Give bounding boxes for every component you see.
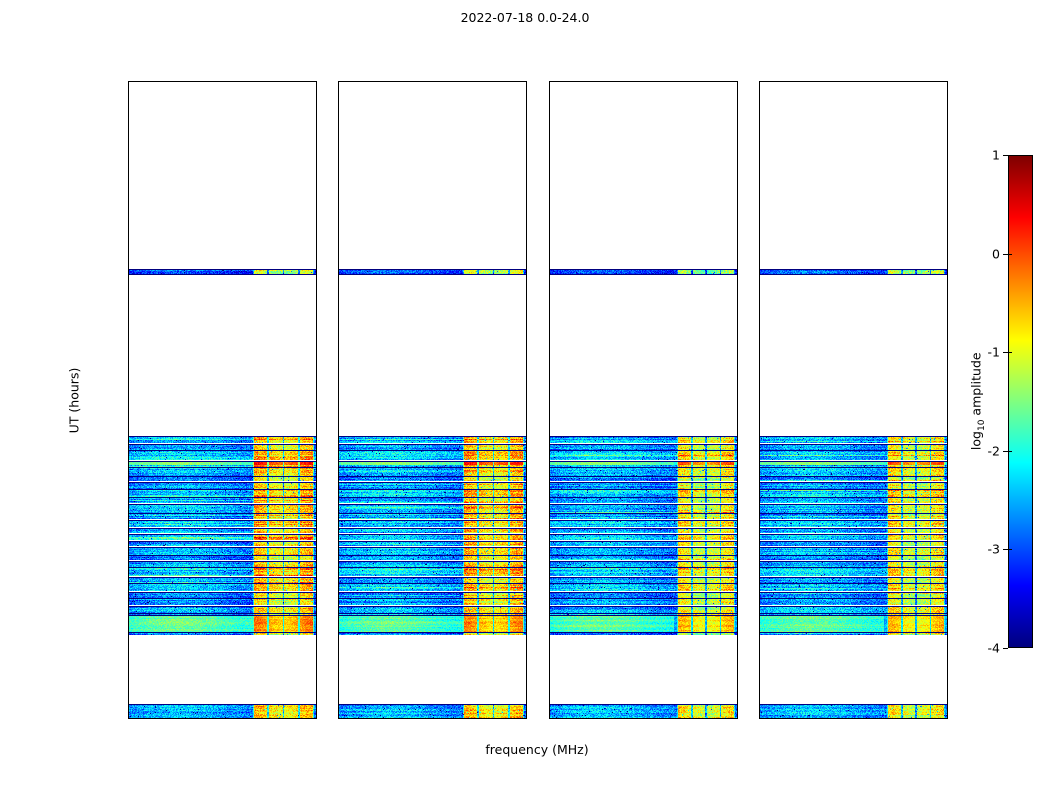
x-tick-mark-top (181, 81, 182, 82)
heatmap-yy (339, 82, 526, 718)
y-tick-mark-right (737, 188, 738, 189)
y-tick-mark (128, 321, 129, 322)
x-tick-mark (602, 718, 603, 719)
panel-yx[interactable]: YX, V4*V6=EA03*EA19 05101520320335350365… (759, 81, 948, 719)
figure-suptitle: 2022-07-18 0.0-24.0 (460, 10, 590, 25)
x-tick-mark (391, 718, 392, 719)
x-tick-mark-top (348, 81, 349, 82)
y-tick-mark (759, 321, 760, 322)
x-tick-mark (856, 718, 857, 719)
x-axis-label: frequency (MHz) (485, 742, 589, 757)
panel-xx[interactable]: XX, V4*V6=EA03*EA19 05101520320335350365… (128, 81, 317, 719)
y-tick-mark-right (526, 188, 527, 189)
y-tick-mark-right (737, 321, 738, 322)
x-tick-mark (646, 718, 647, 719)
y-tick-mark (759, 587, 760, 588)
x-tick-mark-top (391, 81, 392, 82)
panel-xy[interactable]: XY, V4*V6=EA03*EA19 05101520320335350365… (549, 81, 738, 719)
x-tick-mark (943, 718, 944, 719)
x-tick-mark-top (690, 81, 691, 82)
x-tick-mark (138, 718, 139, 719)
colorbar-tick-mark (1003, 648, 1008, 649)
x-tick-mark-top (856, 81, 857, 82)
y-tick-mark-right (526, 587, 527, 588)
colorbar-tick-mark (1003, 450, 1008, 452)
y-tick-mark (128, 587, 129, 588)
x-tick-mark-top (138, 81, 139, 82)
colorbar-tick-mark (1003, 352, 1008, 354)
x-tick-mark-top (733, 81, 734, 82)
x-tick-mark (769, 718, 770, 719)
x-tick-mark-top (479, 81, 480, 82)
x-tick-mark-top (225, 81, 226, 82)
colorbar-tick-label: 1 (992, 147, 1000, 163)
x-tick-mark (522, 718, 523, 719)
y-tick-mark-right (947, 587, 948, 588)
y-tick-mark-right (947, 188, 948, 189)
x-tick-mark-top (646, 81, 647, 82)
x-tick-mark (690, 718, 691, 719)
colorbar-tick-label: -4 (987, 640, 1000, 656)
y-tick-mark-right (737, 587, 738, 588)
x-tick-mark-top (812, 81, 813, 82)
colorbar-tick-mark (1003, 253, 1008, 255)
x-tick-mark (348, 718, 349, 719)
y-tick-mark (549, 587, 550, 588)
heatmap-yx (760, 82, 947, 718)
colorbar-tick-label: -2 (987, 443, 1000, 459)
y-tick-mark-right (316, 321, 317, 322)
x-tick-mark-top (559, 81, 560, 82)
y-tick-mark (549, 321, 550, 322)
x-tick-mark-top (602, 81, 603, 82)
x-tick-mark (479, 718, 480, 719)
colorbar-tick-label: -3 (987, 541, 1000, 557)
heatmap-xy (550, 82, 737, 718)
colorbar-title: log10 amplitude (968, 155, 988, 648)
colorbar[interactable] (1008, 155, 1033, 648)
x-tick-mark (900, 718, 901, 719)
x-tick-mark-top (312, 81, 313, 82)
y-tick-mark (338, 188, 339, 189)
x-tick-mark (733, 718, 734, 719)
x-tick-mark-top (769, 81, 770, 82)
colorbar-tick-label: -1 (987, 344, 1000, 360)
x-tick-mark (269, 718, 270, 719)
x-tick-mark (181, 718, 182, 719)
y-tick-mark-right (526, 321, 527, 322)
colorbar-tick-label: 0 (992, 246, 1000, 262)
colorbar-tick-mark (1003, 549, 1008, 551)
x-tick-mark (225, 718, 226, 719)
panel-yy[interactable]: YY, V4*V6=EA03*EA19 05101520320335350365… (338, 81, 527, 719)
colorbar-tick-inner (1008, 253, 1012, 255)
x-tick-mark-top (269, 81, 270, 82)
x-tick-mark (435, 718, 436, 719)
y-tick-mark (128, 188, 129, 189)
x-tick-mark-top (943, 81, 944, 82)
y-tick-mark (759, 188, 760, 189)
y-tick-mark-right (947, 321, 948, 322)
x-tick-mark-top (900, 81, 901, 82)
x-tick-mark (312, 718, 313, 719)
x-tick-mark (559, 718, 560, 719)
y-tick-mark-right (316, 587, 317, 588)
colorbar-title-text: log10 amplitude (968, 352, 988, 451)
y-tick-mark-right (316, 188, 317, 189)
heatmap-xx (129, 82, 316, 718)
x-tick-mark-top (435, 81, 436, 82)
y-axis-label: UT (hours) (64, 81, 84, 719)
y-axis-label-text: UT (hours) (66, 367, 82, 433)
y-tick-mark (338, 587, 339, 588)
colorbar-tick-mark (1003, 155, 1008, 156)
y-tick-mark (338, 321, 339, 322)
x-tick-mark (812, 718, 813, 719)
y-tick-mark (549, 188, 550, 189)
colorbar-tick-inner (1008, 549, 1012, 551)
x-tick-mark-top (522, 81, 523, 82)
colorbar-tick-inner (1008, 352, 1012, 354)
colorbar-tick-inner (1008, 450, 1012, 452)
